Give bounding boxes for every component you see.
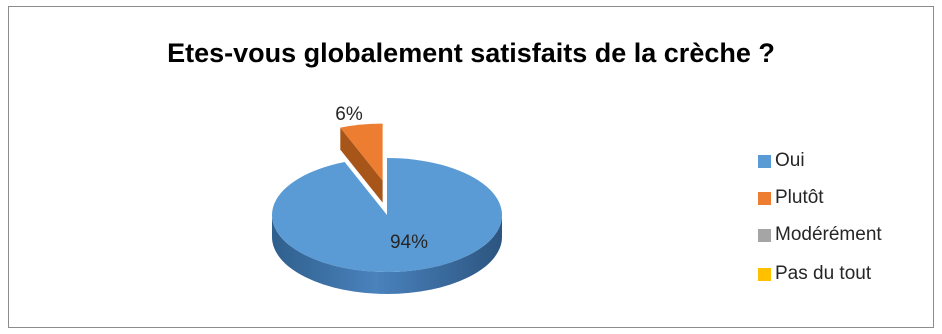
legend-swatch-oui [758,154,771,168]
legend-item-pas-du-tout: Pas du tout [758,263,871,285]
chart-title: Etes-vous globalement satisfaits de la c… [167,38,775,68]
data-label-plut-t: 6% [335,104,363,125]
legend-label-pas-du-tout: Pas du tout [775,263,872,284]
pie-slice-plut-t [340,123,383,181]
legend-label-plutot: Plutôt [775,187,824,208]
pie-slice-wall-0-0 [272,215,502,294]
legend-item-oui: Oui [758,150,805,172]
legend-item-moderement: Modérément [758,224,882,246]
pie-slice-oui [272,158,503,272]
legend-label-moderement: Modérément [775,224,882,245]
pie-slice-cut-1 [340,127,383,203]
legend-swatch-moderement [758,228,771,242]
data-label-oui: 94% [390,232,428,253]
legend-swatch-pas-du-tout [758,267,771,281]
legend-swatch-plutot [758,191,771,205]
legend-item-plutot: Plutôt [758,187,824,209]
legend-label-oui: Oui [775,150,805,171]
